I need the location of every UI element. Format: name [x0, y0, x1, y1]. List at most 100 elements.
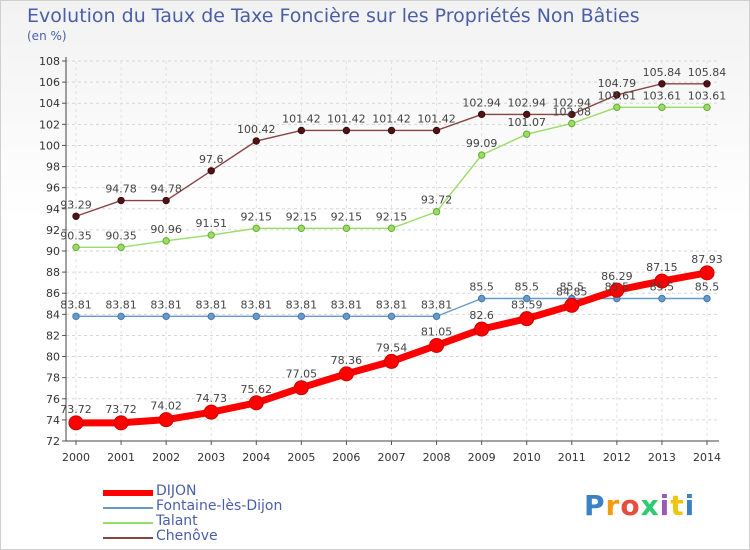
point-fontaine: [207, 312, 215, 321]
data-label-chenove: 105.84: [643, 66, 682, 79]
data-label-fontaine: 83.81: [105, 298, 137, 311]
point-talant: [568, 119, 576, 128]
point-talant: [342, 224, 351, 233]
point-chenove: [703, 80, 711, 88]
point-fontaine: [477, 294, 486, 303]
data-label-dijon: 78.36: [331, 354, 363, 367]
logo-letter: t: [670, 489, 685, 522]
y-tick-label: 80: [46, 351, 60, 364]
data-label-talant: 90.35: [105, 229, 137, 242]
point-talant: [432, 208, 441, 216]
point-chenove: [72, 212, 80, 220]
data-label-dijon: 73.72: [60, 403, 92, 416]
y-tick-label: 106: [39, 76, 60, 89]
data-label-chenove: 101.42: [417, 112, 456, 125]
x-tick-label: 2000: [62, 451, 90, 464]
y-axis-unit: (en %): [27, 29, 67, 43]
x-tick-label: 2010: [513, 451, 541, 464]
data-label-fontaine: 85.5: [560, 281, 585, 294]
y-tick-label: 94: [46, 203, 60, 216]
point-talant: [117, 243, 125, 252]
point-chenove: [387, 126, 396, 135]
point-dijon: [474, 321, 490, 337]
y-tick-label: 98: [46, 161, 60, 174]
data-label-chenove: 101.42: [282, 112, 321, 125]
data-label-dijon: 73.72: [105, 403, 137, 416]
data-label-fontaine: 85.5: [469, 281, 494, 294]
point-chenove: [613, 91, 621, 99]
point-fontaine: [297, 312, 306, 321]
legend-swatch-dijon: [103, 490, 153, 496]
data-label-dijon: 79.54: [376, 341, 408, 354]
data-label-dijon: 81.05: [421, 325, 453, 338]
data-label-dijon: 74.73: [195, 392, 227, 405]
data-labels: 73.72 73.72 74.02 74.73 75.62 77.05 78.36 79.54…: [60, 66, 726, 416]
data-label-fontaine: 83.81: [60, 298, 92, 311]
chart-title: Evolution du Taux de Taxe Foncière sur l…: [27, 5, 640, 27]
y-tick-label: 102: [39, 118, 60, 131]
point-fontaine: [252, 312, 260, 321]
logo-letter: x: [640, 489, 660, 522]
point-fontaine: [703, 294, 711, 303]
point-chenove: [162, 196, 170, 205]
data-label-fontaine: 83.81: [331, 298, 363, 311]
data-label-dijon: 74.02: [150, 400, 182, 413]
point-dijon: [158, 412, 174, 428]
legend-label: Chenôve: [156, 528, 218, 544]
x-tick-label: 2009: [468, 451, 496, 464]
point-talant: [658, 103, 666, 112]
point-chenove: [658, 80, 666, 88]
point-talant: [523, 130, 531, 138]
logo-letter: P: [584, 489, 606, 522]
data-label-chenove: 100.42: [237, 123, 276, 136]
data-label-fontaine: 85.5: [514, 281, 539, 294]
y-tick-label: 100: [39, 139, 60, 152]
data-label-talant: 99.09: [466, 137, 498, 150]
y-tick-label: 86: [46, 287, 60, 300]
data-label-dijon: 75.62: [241, 383, 273, 396]
point-talant: [162, 237, 170, 245]
point-dijon: [338, 366, 354, 382]
point-dijon: [248, 395, 264, 411]
data-label-fontaine: 83.81: [376, 298, 408, 311]
x-tick-label: 2003: [197, 451, 225, 464]
x-tick-label: 2008: [423, 451, 451, 464]
data-label-chenove: 101.42: [327, 112, 366, 125]
data-label-fontaine: 83.81: [241, 298, 273, 311]
data-label-dijon: 84.85: [556, 285, 588, 298]
legend-label: Fontaine-lès-Dijon: [156, 498, 283, 514]
logo-letter: i: [659, 489, 671, 522]
x-tick-label: 2002: [152, 451, 180, 464]
proxiti-logo: Proxiti: [584, 489, 695, 522]
data-label-chenove: 102.94: [507, 96, 546, 109]
x-tick-label: 2004: [242, 451, 270, 464]
logo-letter: r: [605, 489, 621, 522]
point-dijon: [68, 415, 84, 431]
y-tick-label: 90: [46, 245, 60, 258]
data-label-chenove: 102.94: [553, 96, 592, 109]
data-label-talant: 92.15: [331, 210, 363, 223]
point-fontaine: [162, 312, 170, 321]
point-chenove: [342, 126, 351, 135]
y-tick-label: 84: [46, 308, 60, 321]
x-tick-label: 2014: [693, 451, 721, 464]
point-chenove: [432, 126, 441, 135]
data-label-talant: 103.61: [688, 89, 727, 102]
y-tick-label: 78: [46, 372, 60, 385]
data-label-chenove: 97.6: [199, 153, 224, 166]
data-label-fontaine: 83.81: [421, 298, 453, 311]
data-label-fontaine: 85.5: [695, 281, 720, 294]
data-label-chenove: 93.29: [60, 198, 92, 211]
y-tick-label: 82: [46, 329, 60, 342]
point-fontaine: [432, 312, 441, 321]
point-dijon: [113, 415, 129, 431]
point-chenove: [207, 167, 215, 175]
data-label-chenove: 101.42: [372, 112, 411, 125]
x-tick-label: 2012: [603, 451, 631, 464]
data-label-dijon: 87.93: [691, 253, 723, 266]
data-label-chenove: 94.78: [105, 183, 137, 196]
point-dijon: [384, 353, 399, 369]
point-dijon: [564, 297, 580, 313]
data-label-talant: 101.07: [507, 116, 546, 129]
point-dijon: [203, 404, 219, 420]
